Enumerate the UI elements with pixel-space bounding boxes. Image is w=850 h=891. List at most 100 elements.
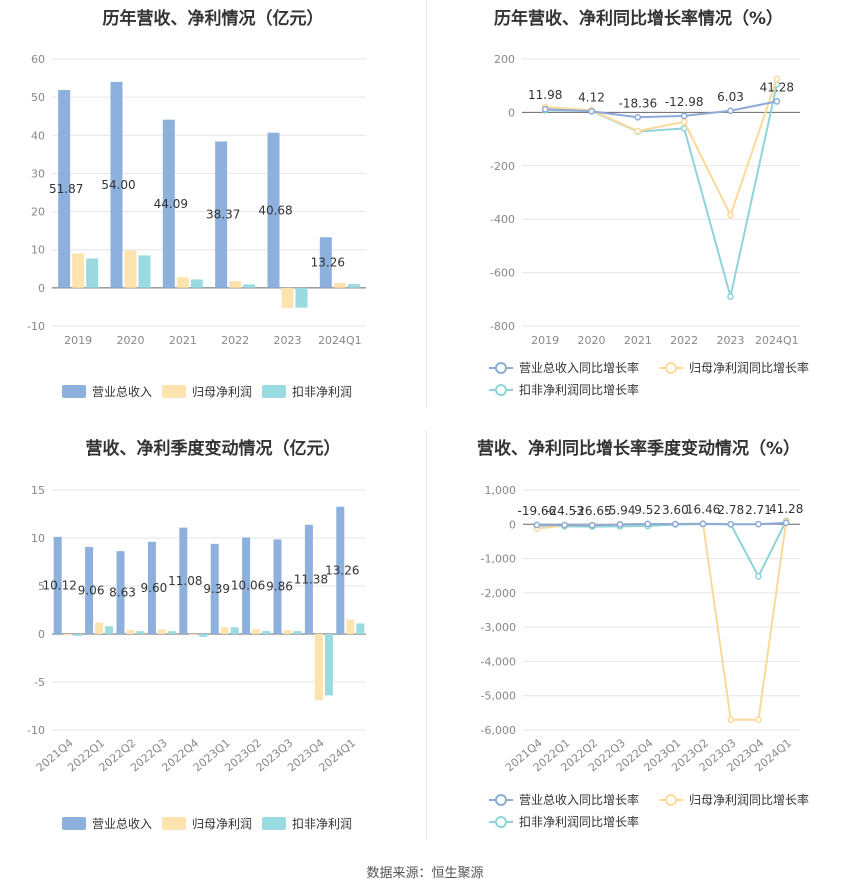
legend-swatch-marker bbox=[495, 362, 507, 374]
bar-nonprofit bbox=[138, 255, 151, 288]
data-label: -5.94 bbox=[604, 503, 635, 517]
y-tick-label: 20 bbox=[31, 206, 45, 219]
y-tick-label: -400 bbox=[490, 213, 515, 226]
bar-profit bbox=[72, 253, 85, 288]
legend-swatch bbox=[162, 817, 186, 830]
bar-nonprofit bbox=[105, 626, 114, 634]
x-tick-label: 2022 bbox=[221, 334, 249, 347]
y-tick-label: -5,000 bbox=[481, 690, 516, 703]
bar-profit bbox=[176, 277, 189, 288]
chart-svg-quarterly-line: -6,000 -5,000 -4,000 -3,000 -2,000 -1,000 0 1,0… bbox=[481, 484, 809, 829]
legend-swatch-marker bbox=[665, 794, 677, 806]
bar-revenue bbox=[58, 90, 71, 288]
data-label: 9.60 bbox=[141, 581, 168, 595]
legend-label: 营业总收入同比增长率 bbox=[519, 360, 639, 375]
y-tick-label: -10 bbox=[27, 320, 45, 333]
legend-label: 营业总收入 bbox=[92, 385, 152, 399]
data-label: 38.37 bbox=[206, 208, 240, 222]
chart-title: 历年营收、净利情况（亿元） bbox=[102, 9, 324, 29]
bar-revenue bbox=[116, 551, 125, 634]
bar-nonprofit bbox=[356, 623, 365, 634]
x-tick-label: 2023 bbox=[274, 334, 302, 347]
y-tick-label: 50 bbox=[31, 91, 45, 104]
y-tick-label: -3,000 bbox=[481, 621, 516, 634]
data-point bbox=[727, 107, 734, 115]
data-point bbox=[672, 520, 679, 528]
y-tick-label: 0 bbox=[508, 106, 515, 119]
data-label: -26.65 bbox=[573, 504, 612, 518]
series-line-nonprofit bbox=[536, 520, 788, 579]
x-tick-label: 2019 bbox=[64, 334, 92, 347]
data-label: 54.00 bbox=[101, 178, 135, 192]
data-label: 8.63 bbox=[109, 586, 136, 600]
bar-profit bbox=[189, 634, 198, 635]
chart-panel-annual-revenue-profit: 历年营收、净利情况（亿元） -10 0 10 20 30 40 50 60 2019 2020 20… bbox=[0, 0, 426, 410]
y-tick-label: -10 bbox=[27, 724, 45, 737]
x-tick-label: 2022 bbox=[670, 334, 698, 347]
bar-profit bbox=[63, 634, 72, 635]
data-point bbox=[755, 520, 762, 528]
series-line-revenue bbox=[545, 100, 778, 119]
data-point bbox=[727, 293, 734, 300]
legend-swatch-marker bbox=[665, 362, 677, 374]
bar-nonprofit bbox=[262, 631, 271, 634]
data-point bbox=[773, 75, 781, 83]
y-tick-label: 0 bbox=[38, 628, 45, 641]
chart-title: 营收、净利同比增长率季度变动情况（%） bbox=[476, 439, 801, 459]
data-source-note: 数据来源：恒生聚源 bbox=[366, 866, 484, 881]
y-tick-label: 0 bbox=[509, 518, 516, 531]
bar-nonprofit bbox=[347, 284, 360, 288]
bar-profit bbox=[124, 250, 137, 288]
data-point bbox=[588, 107, 595, 115]
data-label: -24.53 bbox=[545, 504, 584, 518]
data-label: 9.06 bbox=[78, 584, 105, 598]
x-tick-label: 2019 bbox=[531, 334, 559, 347]
y-tick-label: 1,000 bbox=[485, 484, 517, 497]
legend-swatch bbox=[262, 817, 286, 830]
legend-label: 营业总收入同比增长率 bbox=[519, 792, 639, 807]
data-label: 13.26 bbox=[311, 256, 345, 270]
y-tick-label: 40 bbox=[31, 129, 45, 142]
y-tick-label: -600 bbox=[490, 267, 515, 280]
x-tick-label: 2024Q1 bbox=[318, 334, 362, 347]
bar-nonprofit bbox=[243, 284, 256, 288]
data-point bbox=[755, 716, 762, 724]
bar-revenue bbox=[53, 536, 62, 634]
chart-panel-quarterly-revenue-profit: 营收、净利季度变动情况（亿元） -10 -5 0 5 10 15 2021Q4 2022Q1 2… bbox=[0, 428, 426, 848]
data-point bbox=[616, 521, 624, 528]
data-point bbox=[727, 520, 735, 528]
bar-revenue bbox=[336, 506, 345, 634]
legend-label: 扣非净利润同比增长率 bbox=[519, 814, 639, 829]
x-tick-label: 2020 bbox=[578, 334, 606, 347]
bar-revenue bbox=[319, 237, 332, 288]
data-label: 44.09 bbox=[154, 197, 188, 211]
data-label: 9.52 bbox=[634, 503, 661, 517]
data-label: 16.46 bbox=[686, 503, 720, 517]
bar-nonprofit bbox=[293, 631, 302, 634]
data-label: 2.78 bbox=[717, 503, 744, 517]
legend-label: 归母净利润 bbox=[192, 385, 252, 399]
series-line-revenue bbox=[536, 521, 787, 527]
data-point bbox=[561, 521, 568, 529]
bar-profit bbox=[229, 280, 242, 288]
y-tick-label: -4,000 bbox=[481, 655, 516, 668]
legend-swatch-marker bbox=[495, 384, 507, 396]
data-point bbox=[680, 118, 688, 126]
x-tick-label: 2023 bbox=[717, 334, 745, 347]
bar-nonprofit bbox=[324, 634, 333, 696]
data-label: 40.68 bbox=[258, 203, 292, 217]
data-point bbox=[588, 521, 596, 529]
data-label: -12.98 bbox=[665, 95, 704, 109]
y-tick-label: 0 bbox=[38, 282, 45, 295]
y-tick-label: 5 bbox=[38, 580, 45, 593]
data-label: 9.86 bbox=[266, 580, 293, 594]
series-line-profit bbox=[545, 78, 778, 218]
vertical-divider-bottom bbox=[426, 430, 427, 840]
y-tick-label: 30 bbox=[31, 167, 45, 180]
legend-swatch-marker bbox=[495, 816, 507, 828]
bar-revenue bbox=[242, 537, 251, 634]
bar-nonprofit bbox=[167, 631, 176, 634]
data-label: 4.12 bbox=[578, 90, 605, 104]
bar-revenue bbox=[215, 141, 228, 288]
y-tick-label: 10 bbox=[31, 532, 45, 545]
